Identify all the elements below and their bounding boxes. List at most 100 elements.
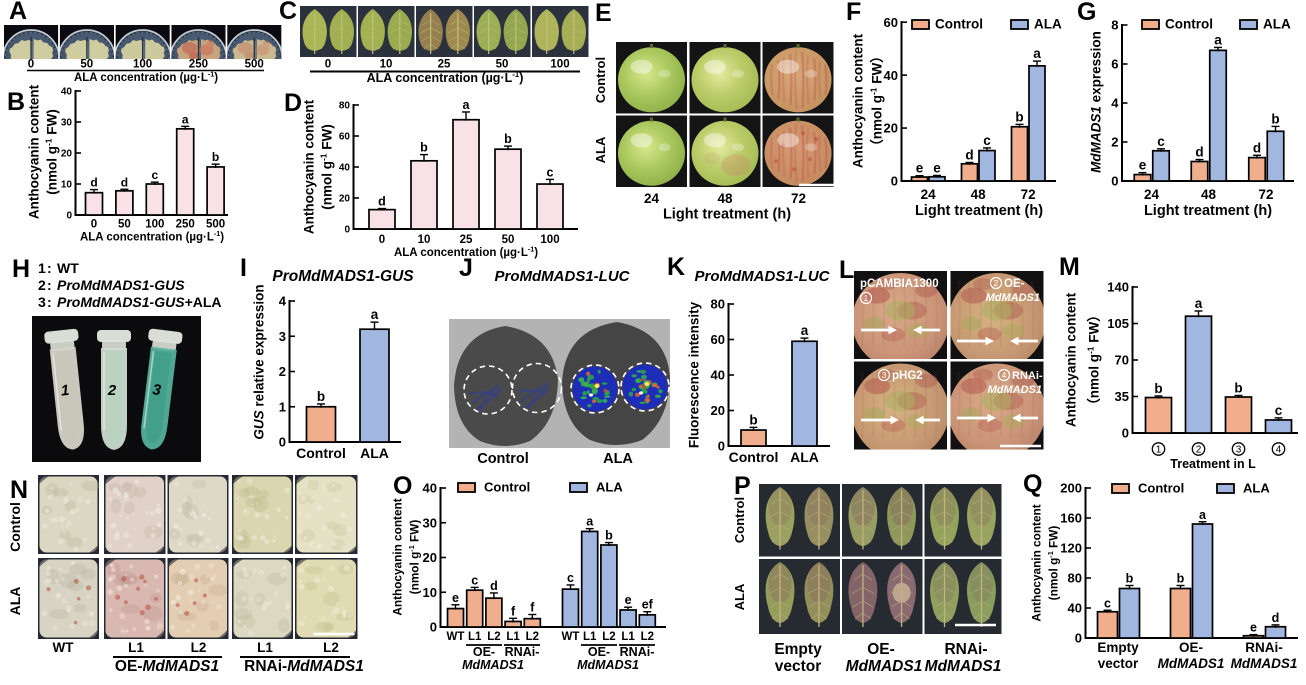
svg-text:4: 4 bbox=[1276, 445, 1282, 456]
svg-text:b: b bbox=[749, 412, 757, 427]
svg-text:a: a bbox=[801, 323, 809, 338]
svg-text:a: a bbox=[463, 98, 471, 112]
svg-text:e: e bbox=[916, 161, 924, 176]
svg-text:c: c bbox=[983, 133, 991, 148]
svg-text:80: 80 bbox=[339, 101, 351, 112]
svg-text:MdMADS1: MdMADS1 bbox=[988, 384, 1042, 396]
svg-text:a: a bbox=[586, 515, 594, 529]
svg-text:72: 72 bbox=[1258, 187, 1273, 202]
svg-text:0: 0 bbox=[325, 59, 331, 71]
svg-text:500: 500 bbox=[206, 219, 225, 231]
svg-text:30: 30 bbox=[61, 118, 73, 129]
svg-text:d: d bbox=[378, 195, 386, 209]
svg-text:d: d bbox=[1253, 140, 1261, 155]
svg-text:Empty: Empty bbox=[1097, 640, 1139, 655]
svg-text:20: 20 bbox=[711, 403, 725, 418]
svg-text:Empty: Empty bbox=[774, 641, 822, 658]
svg-text:Light treatment (h): Light treatment (h) bbox=[1144, 203, 1272, 219]
svg-text:ALA: ALA bbox=[1243, 481, 1270, 496]
svg-text:ProMdMADS1-GUS: ProMdMADS1-GUS bbox=[272, 268, 414, 285]
svg-text:Anthocyanin content: Anthocyanin content bbox=[851, 33, 866, 168]
svg-text:Q: Q bbox=[1023, 470, 1042, 498]
svg-text:60: 60 bbox=[339, 132, 351, 143]
svg-text:Treatment in L: Treatment in L bbox=[1170, 457, 1256, 471]
svg-text:f: f bbox=[511, 604, 516, 618]
svg-text:80: 80 bbox=[1068, 571, 1082, 586]
svg-text:b: b bbox=[605, 529, 613, 543]
svg-text:L2: L2 bbox=[526, 631, 539, 643]
svg-text:2: 2 bbox=[1111, 135, 1118, 150]
svg-text:3: 3 bbox=[152, 381, 163, 399]
svg-text:20: 20 bbox=[61, 149, 73, 160]
svg-text:24: 24 bbox=[921, 187, 937, 202]
svg-text:OE-: OE- bbox=[867, 641, 895, 658]
svg-text:25: 25 bbox=[460, 234, 473, 246]
svg-text:200: 200 bbox=[1060, 481, 1082, 496]
svg-text:(nmol g-1 FW): (nmol g-1 FW) bbox=[1046, 526, 1061, 601]
svg-text:2: 2 bbox=[107, 382, 117, 399]
svg-text:0: 0 bbox=[279, 435, 286, 450]
svg-text:MdMADS1: MdMADS1 bbox=[577, 658, 639, 672]
svg-text:2: 2 bbox=[994, 278, 999, 288]
svg-text:GUS relative expression: GUS relative expression bbox=[252, 284, 267, 439]
svg-text:50: 50 bbox=[496, 59, 509, 71]
svg-text:40: 40 bbox=[711, 368, 725, 383]
svg-text:0: 0 bbox=[91, 219, 97, 231]
svg-text:24: 24 bbox=[1144, 187, 1160, 202]
svg-text:ALA: ALA bbox=[603, 451, 633, 467]
svg-text:a: a bbox=[371, 307, 379, 322]
svg-text:80: 80 bbox=[711, 297, 725, 312]
svg-text:J: J bbox=[459, 254, 473, 282]
svg-text:L2: L2 bbox=[323, 640, 339, 655]
svg-text:a: a bbox=[182, 112, 189, 126]
svg-text:a: a bbox=[1195, 296, 1203, 311]
svg-text:pCAMBIA1300: pCAMBIA1300 bbox=[860, 278, 939, 290]
svg-text:c: c bbox=[1275, 403, 1283, 418]
svg-text:(nmol g-1 FW): (nmol g-1 FW) bbox=[318, 124, 334, 209]
svg-text:20: 20 bbox=[884, 121, 898, 136]
svg-text:48: 48 bbox=[971, 187, 987, 202]
svg-text::: : bbox=[47, 260, 52, 276]
svg-text:Control: Control bbox=[593, 57, 608, 103]
svg-text:70: 70 bbox=[1115, 353, 1129, 368]
svg-text:（nmol g-1 FW）: （nmol g-1 FW） bbox=[868, 49, 884, 152]
svg-text:L1: L1 bbox=[583, 631, 597, 643]
svg-text:105: 105 bbox=[1107, 316, 1129, 331]
svg-text:c: c bbox=[471, 573, 478, 587]
svg-text:c: c bbox=[1104, 596, 1111, 610]
svg-text:MdMADS1: MdMADS1 bbox=[846, 658, 923, 675]
svg-text:4: 4 bbox=[1111, 96, 1119, 111]
svg-text:Control: Control bbox=[477, 451, 529, 467]
svg-text:MdMADS1 expression: MdMADS1 expression bbox=[1089, 31, 1104, 173]
svg-text:OE-: OE- bbox=[1179, 640, 1203, 655]
svg-text:f: f bbox=[530, 600, 535, 614]
svg-text:Control: Control bbox=[935, 17, 983, 32]
svg-text:MdMADS1: MdMADS1 bbox=[1158, 656, 1225, 671]
svg-text:0: 0 bbox=[430, 620, 437, 635]
svg-text:0: 0 bbox=[28, 59, 34, 71]
svg-text:40: 40 bbox=[884, 68, 898, 83]
svg-text:ALA: ALA bbox=[7, 587, 23, 616]
svg-text:6: 6 bbox=[1111, 57, 1118, 72]
svg-text:ProMdMADS1-LUC: ProMdMADS1-LUC bbox=[695, 268, 831, 285]
svg-text:ALA: ALA bbox=[593, 136, 608, 163]
svg-text:M: M bbox=[1059, 253, 1080, 281]
svg-text:L1: L1 bbox=[128, 640, 144, 655]
svg-text:c: c bbox=[151, 168, 158, 182]
svg-text:4: 4 bbox=[1002, 370, 1007, 380]
svg-text:(nmol g-1 FW): (nmol g-1 FW) bbox=[43, 109, 59, 194]
svg-text:RNAi-: RNAi- bbox=[620, 645, 655, 659]
svg-text:40: 40 bbox=[1068, 601, 1082, 616]
svg-text:140: 140 bbox=[1107, 280, 1129, 295]
svg-text:L2: L2 bbox=[641, 631, 654, 643]
svg-text:100: 100 bbox=[550, 59, 569, 71]
svg-text:E: E bbox=[595, 0, 612, 27]
svg-text:120: 120 bbox=[1060, 541, 1082, 556]
svg-text:e: e bbox=[1139, 158, 1147, 173]
svg-text:e: e bbox=[1250, 621, 1257, 635]
svg-text:20: 20 bbox=[339, 194, 351, 205]
svg-text:vector: vector bbox=[775, 658, 822, 675]
svg-text:N: N bbox=[10, 476, 28, 504]
svg-text:WT: WT bbox=[57, 260, 79, 276]
svg-text:b: b bbox=[1177, 572, 1185, 586]
